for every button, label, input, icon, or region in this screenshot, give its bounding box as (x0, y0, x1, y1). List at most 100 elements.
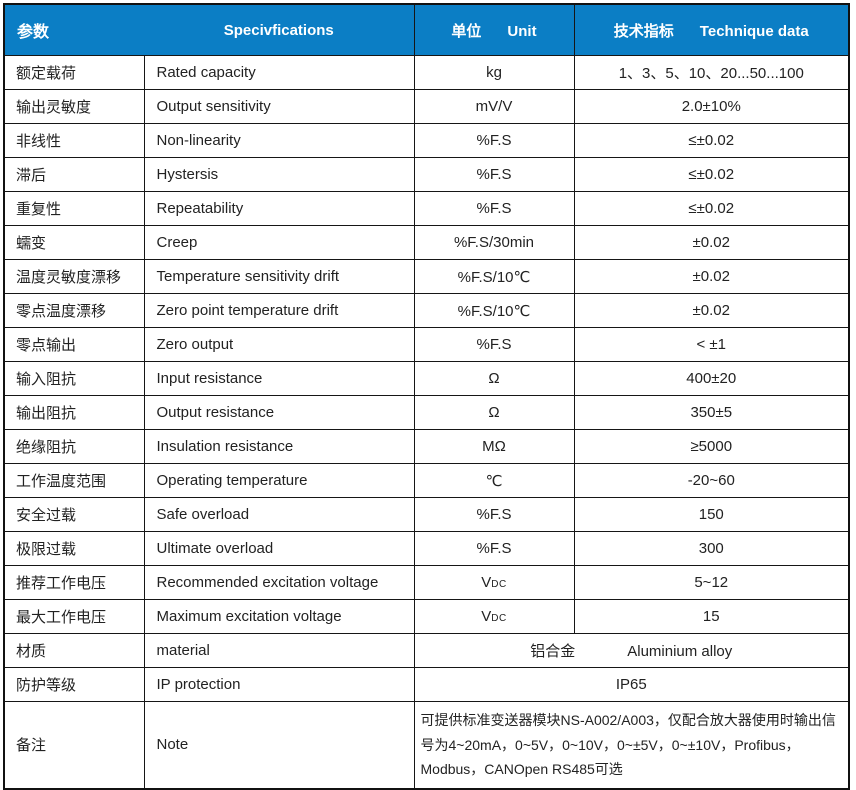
table-row: 输出阻抗 Output resistance Ω 350±5 (3, 395, 850, 430)
table-row: 滞后 Hystersis %F.S ≤±0.02 (3, 157, 850, 192)
unit-cell: %F.S/30min (413, 225, 575, 260)
unit-cell: mV/V (413, 89, 575, 124)
value-cell: ±0.02 (573, 259, 850, 294)
table-row: 输出灵敏度 Output sensitivity mV/V 2.0±10% (3, 89, 850, 124)
parameter-cn-cell: 零点温度漂移 (3, 293, 145, 328)
parameter-cn-cell: 输出阻抗 (3, 395, 145, 430)
parameter-cn-cell: 工作温度范围 (3, 463, 145, 498)
parameter-en-cell: Insulation resistance (143, 429, 415, 464)
parameter-cn-cell: 输入阻抗 (3, 361, 145, 396)
parameter-en-cell: Repeatability (143, 191, 415, 226)
unit-cell: MΩ (413, 429, 575, 464)
unit-cell: kg (413, 55, 575, 90)
table-row: 蠕变 Creep %F.S/30min ±0.02 (3, 225, 850, 260)
table-row: 重复性 Repeatability %F.S ≤±0.02 (3, 191, 850, 226)
merged-value-cell: 铝合金 Aluminium alloy (413, 633, 850, 668)
parameter-cn-cell: 材质 (3, 633, 145, 668)
parameter-cn-cell: 绝缘阻抗 (3, 429, 145, 464)
unit-cell: %F.S (413, 497, 575, 532)
unit-subscript: DC (491, 613, 507, 624)
parameter-cn-cell: 推荐工作电压 (3, 565, 145, 600)
value-cell: ≤±0.02 (573, 123, 850, 158)
parameter-en-cell: material (143, 633, 415, 668)
value-cell: ≤±0.02 (573, 191, 850, 226)
header-technique-en: Technique data (699, 22, 809, 40)
value-cell: 1、3、5、10、20...50...100 (573, 55, 850, 90)
value-cell: 350±5 (573, 395, 850, 430)
unit-cell: %F.S (413, 191, 575, 226)
header-parameter-label: 参数 (17, 24, 50, 41)
specification-table: 参数 Specivfications 单位 Unit 技术指标 Technique … (3, 3, 850, 790)
parameter-en-cell: Operating temperature (143, 463, 415, 498)
parameter-cn-cell: 温度灵敏度漂移 (3, 259, 145, 294)
table-row: 推荐工作电压 Recommended excitation voltage VDC 5… (3, 565, 850, 600)
unit-cell: Ω (413, 395, 575, 430)
header-technique-data: 技术指标 Technique data (573, 3, 850, 56)
parameter-en-cell: Creep (143, 225, 415, 260)
header-unit: 单位 Unit (413, 3, 575, 56)
parameter-cn-cell: 安全过载 (3, 497, 145, 532)
value-cell: 15 (573, 599, 850, 634)
header-specifications: Specivfications (144, 3, 415, 56)
header-unit-en: Unit (507, 22, 537, 40)
header-row: 参数 Specivfications 单位 Unit 技术指标 Technique … (3, 3, 850, 56)
parameter-cn-cell: 备注 (3, 701, 145, 789)
parameter-cn-cell: 蠕变 (3, 225, 145, 260)
parameter-cn-cell: 极限过载 (3, 531, 145, 566)
note-cell: 可提供标准变送器模块NS-A002/A003，仅配合放大器使用时输出信号为4~2… (413, 701, 850, 789)
unit-cell: ℃ (413, 463, 575, 498)
value-cell: ±0.02 (573, 225, 850, 260)
table-row: 材质 material 铝合金 Aluminium alloy (3, 633, 850, 668)
unit-cell: %F.S (413, 327, 575, 362)
parameter-en-cell: Rated capacity (143, 55, 415, 90)
value-cell: 5~12 (573, 565, 850, 600)
table-row: 非线性 Non-linearity %F.S ≤±0.02 (3, 123, 850, 158)
header-technique-cn: 技术指标 (613, 22, 674, 40)
parameter-en-cell: Hystersis (143, 157, 415, 192)
value-cell: 400±20 (573, 361, 850, 396)
table-row: 输入阻抗 Input resistance Ω 400±20 (3, 361, 850, 396)
unit-cell: %F.S (413, 157, 575, 192)
parameter-en-cell: Maximum excitation voltage (143, 599, 415, 634)
parameter-en-cell: Safe overload (143, 497, 415, 532)
unit-cell: %F.S/10℃ (413, 259, 575, 294)
table-row: 极限过载 Ultimate overload %F.S 300 (3, 531, 850, 566)
parameter-en-cell: Input resistance (143, 361, 415, 396)
table-row: 工作温度范围 Operating temperature ℃ -20~60 (3, 463, 850, 498)
unit-cell: %F.S (413, 123, 575, 158)
value-cell: < ±1 (573, 327, 850, 362)
parameter-cn-cell: 输出灵敏度 (3, 89, 145, 124)
material-en: Aluminium alloy (627, 643, 733, 660)
parameter-cn-cell: 非线性 (3, 123, 145, 158)
value-cell: 2.0±10% (573, 89, 850, 124)
table-row: 零点输出 Zero output %F.S < ±1 (3, 327, 850, 362)
parameter-en-cell: Recommended excitation voltage (143, 565, 415, 600)
table-row: 备注 Note 可提供标准变送器模块NS-A002/A003，仅配合放大器使用时输出… (3, 701, 850, 789)
parameter-cn-cell: 滞后 (3, 157, 145, 192)
parameter-en-cell: Temperature sensitivity drift (143, 259, 415, 294)
parameter-en-cell: Output sensitivity (143, 89, 415, 124)
unit-cell: %F.S (413, 531, 575, 566)
unit-cell: VDC (413, 565, 575, 600)
value-cell: 150 (573, 497, 850, 532)
parameter-cn-cell: 防护等级 (3, 667, 145, 702)
table-row: 额定载荷 Rated capacity kg 1、3、5、10、20...50...1… (3, 55, 850, 90)
parameter-cn-cell: 最大工作电压 (3, 599, 145, 634)
table-header: 参数 Specivfications 单位 Unit 技术指标 Technique … (3, 3, 850, 56)
value-cell: ≤±0.02 (573, 157, 850, 192)
spec-table-body: 额定载荷 Rated capacity kg 1、3、5、10、20...50...1… (3, 55, 850, 789)
table-row: 防护等级 IP protection IP65 (3, 667, 850, 702)
merged-value-cell: IP65 (413, 667, 850, 702)
table-row: 最大工作电压 Maximum excitation voltage VDC 15 (3, 599, 850, 634)
parameter-en-cell: Zero point temperature drift (143, 293, 415, 328)
parameter-en-cell: Non-linearity (143, 123, 415, 158)
material-cn: 铝合金 (530, 643, 576, 660)
parameter-en-cell: Ultimate overload (143, 531, 415, 566)
parameter-en-cell: Note (143, 701, 415, 789)
header-specifications-label: Specivfications (223, 21, 334, 39)
parameter-en-cell: Zero output (143, 327, 415, 362)
parameter-cn-cell: 重复性 (3, 191, 145, 226)
value-cell: 300 (573, 531, 850, 566)
table-row: 安全过载 Safe overload %F.S 150 (3, 497, 850, 532)
